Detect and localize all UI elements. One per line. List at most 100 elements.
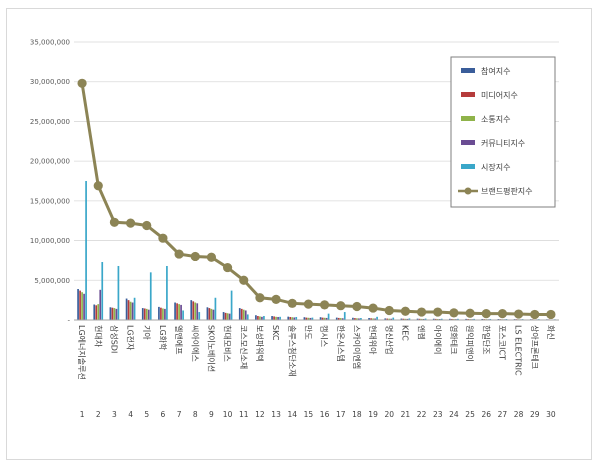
- bar-미디어지수: [160, 307, 162, 320]
- bar-참여지수: [206, 307, 209, 320]
- brand-index-point: [449, 308, 459, 318]
- bar-소통지수: [420, 318, 423, 320]
- bar-시장지수: [133, 297, 136, 320]
- bar-소통지수: [81, 292, 83, 320]
- bar-미디어지수: [418, 318, 421, 320]
- bars: [77, 181, 556, 320]
- brand-index-point: [287, 298, 297, 308]
- bar-참여지수: [432, 318, 435, 320]
- rank-label: 24: [449, 410, 459, 419]
- bar-커뮤니티지수: [277, 316, 279, 320]
- brand-index-point: [384, 305, 394, 316]
- brand-index-point: [433, 307, 443, 317]
- axes: - 5,000,000 10,000,000 15,000,000 20,000,000…: [30, 39, 559, 419]
- bar-미디어지수: [305, 317, 308, 320]
- bar-커뮤니티지수: [374, 318, 376, 320]
- x-category-label: 원익피앤이: [465, 325, 475, 362]
- brand-index-point: [497, 309, 508, 319]
- bar-시장지수: [198, 312, 201, 320]
- bar-참여지수: [255, 315, 257, 320]
- bar-커뮤니티지수: [131, 302, 134, 320]
- brand-index-point: [142, 220, 152, 231]
- legend-box: [450, 56, 556, 208]
- x-category-label: 엔켐: [417, 325, 427, 340]
- brand-index-point: [352, 301, 362, 312]
- bar-미디어지수: [240, 308, 243, 320]
- bar-미디어지수: [79, 290, 81, 320]
- bar-소통지수: [404, 318, 407, 320]
- bar-커뮤니티지수: [244, 310, 247, 320]
- bar-소통지수: [210, 308, 213, 320]
- bar-소통지수: [388, 318, 391, 320]
- legend-marker: [464, 187, 472, 195]
- bar-시장지수: [230, 290, 233, 320]
- bar-시장지수: [166, 265, 168, 320]
- bar-커뮤니티지수: [341, 318, 344, 320]
- rank-label: 13: [271, 410, 281, 419]
- brand-index-point: [465, 308, 475, 318]
- bar-시장지수: [149, 272, 152, 320]
- y-tick-label: -: [67, 317, 70, 325]
- brand-index-point: [319, 300, 330, 310]
- brand-index-point: [174, 249, 184, 259]
- x-category-label: 영화테크: [449, 325, 459, 354]
- rank-label: 10: [223, 410, 233, 419]
- y-tick-label: 10,000,000: [30, 237, 70, 245]
- x-category-label: 한온시스템: [336, 325, 346, 362]
- x-category-label: 명신산업: [384, 325, 394, 354]
- x-category-label: 엘앤에프: [174, 325, 184, 354]
- bar-시장지수: [473, 318, 475, 320]
- brand-index-point: [336, 301, 346, 311]
- y-tick-label: 35,000,000: [30, 39, 70, 47]
- bar-커뮤니티지수: [309, 317, 312, 320]
- bar-소통지수: [291, 317, 294, 320]
- bar-참여지수: [222, 312, 225, 320]
- bar-참여지수: [174, 302, 176, 320]
- bar-시장지수: [117, 265, 120, 320]
- bar-참여지수: [368, 318, 370, 320]
- bar-참여지수: [465, 318, 467, 320]
- x-category-label: LG전자: [126, 325, 136, 351]
- rank-label: 26: [481, 410, 491, 419]
- bar-참여지수: [400, 318, 403, 320]
- brand-index-point: [77, 78, 87, 88]
- bar-미디어지수: [192, 301, 195, 320]
- x-category-label: 한일단조: [481, 325, 491, 354]
- rank-label: 11: [239, 410, 249, 419]
- bar-소통지수: [339, 318, 342, 320]
- x-category-label: SKC: [271, 325, 280, 341]
- bar-소통지수: [323, 317, 326, 320]
- rank-label: 12: [255, 410, 265, 419]
- x-category-label: 코스모신소재: [239, 325, 248, 369]
- brand-index-point: [109, 217, 120, 227]
- rank-label: 23: [433, 410, 443, 419]
- x-category-label: 아이에이: [433, 325, 443, 354]
- bar-커뮤니티지수: [180, 304, 182, 320]
- legend-label: 미디어지수: [481, 90, 518, 100]
- rank-label: 5: [144, 410, 149, 419]
- bar-시장지수: [440, 318, 443, 320]
- legend-label: 참여지수: [481, 66, 510, 76]
- bar-소통지수: [129, 301, 132, 320]
- bar-커뮤니티지수: [147, 309, 150, 320]
- rank-label: 14: [287, 410, 297, 419]
- x-category-label: KEC: [400, 325, 409, 341]
- bar-미디어지수: [321, 317, 324, 320]
- rank-label: 1: [80, 410, 85, 419]
- bar-소통지수: [97, 304, 100, 320]
- bar-미디어지수: [451, 318, 453, 320]
- legend-label: 브랜드평판지수: [481, 186, 533, 196]
- x-category-label: 화신: [546, 325, 555, 340]
- x-category-label: 캠시스: [320, 325, 330, 347]
- y-tick-label: 25,000,000: [30, 118, 70, 126]
- y-tick-label: 5,000,000: [34, 277, 70, 285]
- bar-시장지수: [214, 297, 217, 320]
- x-category-label: 삼성SDI: [109, 325, 119, 353]
- rank-label: 28: [514, 410, 524, 419]
- brand-index-point: [400, 306, 411, 316]
- rank-label: 8: [193, 410, 198, 419]
- bar-커뮤니티지수: [422, 318, 425, 320]
- rank-label: 30: [546, 410, 556, 419]
- bar-커뮤니티지수: [228, 313, 231, 320]
- x-category-label: 스카이이엔엠: [352, 325, 362, 369]
